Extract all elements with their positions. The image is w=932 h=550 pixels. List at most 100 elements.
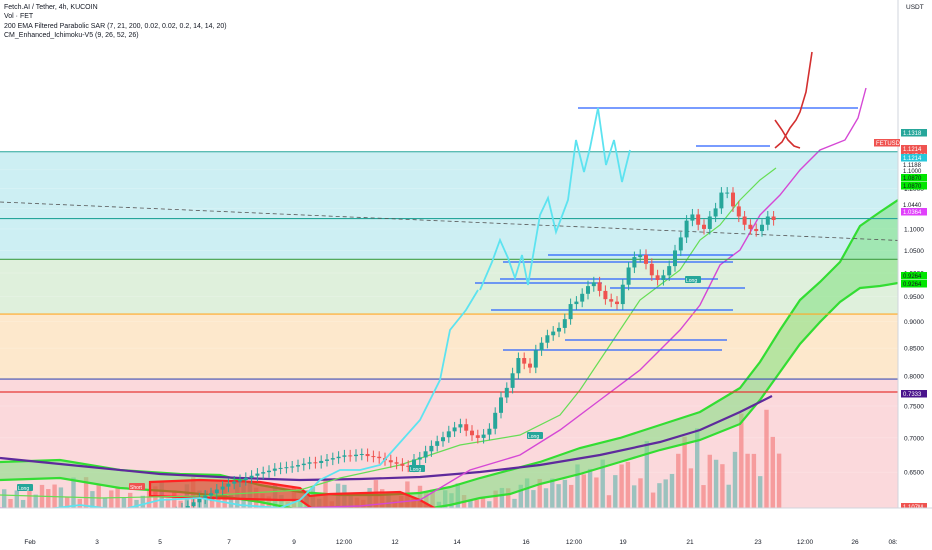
volume-bar [493,490,498,508]
candle-body [522,358,527,364]
price-axis[interactable]: 1.30001.25001.20001.15001.10001.05001.00… [874,0,932,550]
legend-volume[interactable]: Vol · FET [4,13,34,21]
volume-bar [46,489,51,508]
price-badge [901,129,927,137]
candle-body [713,208,718,217]
price-tick: 0.7500 [904,403,924,410]
price-badge-text: 1.1214 [903,156,922,162]
candle-body [580,293,585,302]
legend-ema-sar[interactable]: 200 EMA Filtered Parabolic SAR (7, 21, 2… [4,22,227,30]
price-badge [901,208,927,216]
price-badge [901,503,927,511]
candle-body [731,192,735,207]
candle-body [603,290,608,300]
price-badge [901,272,927,280]
volume-bar [732,451,738,508]
volume-bar [146,489,152,508]
candle-body [307,462,312,464]
volume-bar [707,454,712,508]
candle-body [754,228,759,232]
candle-body [696,214,701,225]
volume-bar [562,479,568,508]
volume-bar [543,488,549,508]
candle-body [272,468,277,471]
volume-bar [518,484,523,508]
candle-body [330,458,335,460]
price-tick: 1.1000 [904,226,924,233]
candle-body [336,456,341,459]
candle-body [678,237,683,251]
time-tick: 12:00 [797,539,814,546]
candle-body [551,331,556,336]
candle-body [209,493,213,496]
signal-label: Long [18,486,29,492]
candle-body [765,216,770,225]
candle-body [214,489,219,494]
forecast-curve [774,119,801,149]
volume-bar [121,498,127,508]
candle-body [562,319,567,328]
volume-bar [663,479,668,508]
candle-body [446,431,451,438]
volume-bar [537,478,542,508]
candle-body [533,350,538,368]
volume-bar [751,453,757,508]
volume-bar [506,488,511,508]
background-zones [0,151,898,508]
price-badge [874,139,900,147]
time-tick: 08: [888,539,897,546]
volume-bar [14,490,19,508]
price-badge-text: FETUSDT [876,141,904,147]
ema-200-line [0,395,773,482]
time-axis[interactable]: Feb 3 5 7 9 12:00 12 14 16 12:00 19 21 23 12:00 26 08: [0,507,932,550]
volume-bar [676,453,681,508]
candle-body [661,275,666,280]
time-tick: 9 [292,539,296,546]
candle-body [435,441,440,446]
volume-bar [745,453,750,508]
volume-bar [77,498,82,508]
candle-body [412,459,416,467]
zone-band [0,259,898,315]
candle-body [684,220,689,238]
candle-body [667,266,672,276]
volume-bar [632,485,637,508]
volume-bar [770,436,775,508]
volume-bar [713,459,719,508]
volume-bar [606,495,612,508]
time-tick: 5 [158,539,162,546]
candle-body [377,456,382,459]
volume-bar [550,478,555,508]
candle-body [516,358,521,374]
volume-bar [8,498,13,508]
candle-body [655,275,660,280]
candle-body [359,454,364,456]
price-badge-text: 1.0870 [903,184,922,190]
signal-label: Short [130,485,143,491]
volume-bar [96,484,101,508]
volume-bar [474,499,479,508]
forecast-path [774,51,813,149]
legend-ichimoku[interactable]: CM_Enhanced_Ichimoku-V5 (9, 26, 52, 26) [4,31,139,39]
volume-bar [512,498,517,508]
candle-body [197,498,202,503]
candle-body [528,363,532,368]
price-tick: 0.6500 [904,470,924,477]
candle-body [644,254,648,264]
volume-bar [140,495,145,508]
candle-body [736,206,741,217]
volume-bar [587,468,593,508]
zone-band [0,151,898,260]
candle-body [249,475,254,478]
signal-label: Long [410,467,421,473]
time-tick: 21 [686,539,694,546]
candle-body [267,470,271,473]
candle-body [238,480,242,482]
time-tick: 26 [851,539,859,546]
candle-body [365,454,370,457]
legend-symbol[interactable]: Fetch.AI / Tether, 4h, KUCOIN [4,4,98,11]
volume-bar [27,486,32,508]
price-tick: 0.8000 [904,374,924,381]
candle-body [232,481,237,484]
